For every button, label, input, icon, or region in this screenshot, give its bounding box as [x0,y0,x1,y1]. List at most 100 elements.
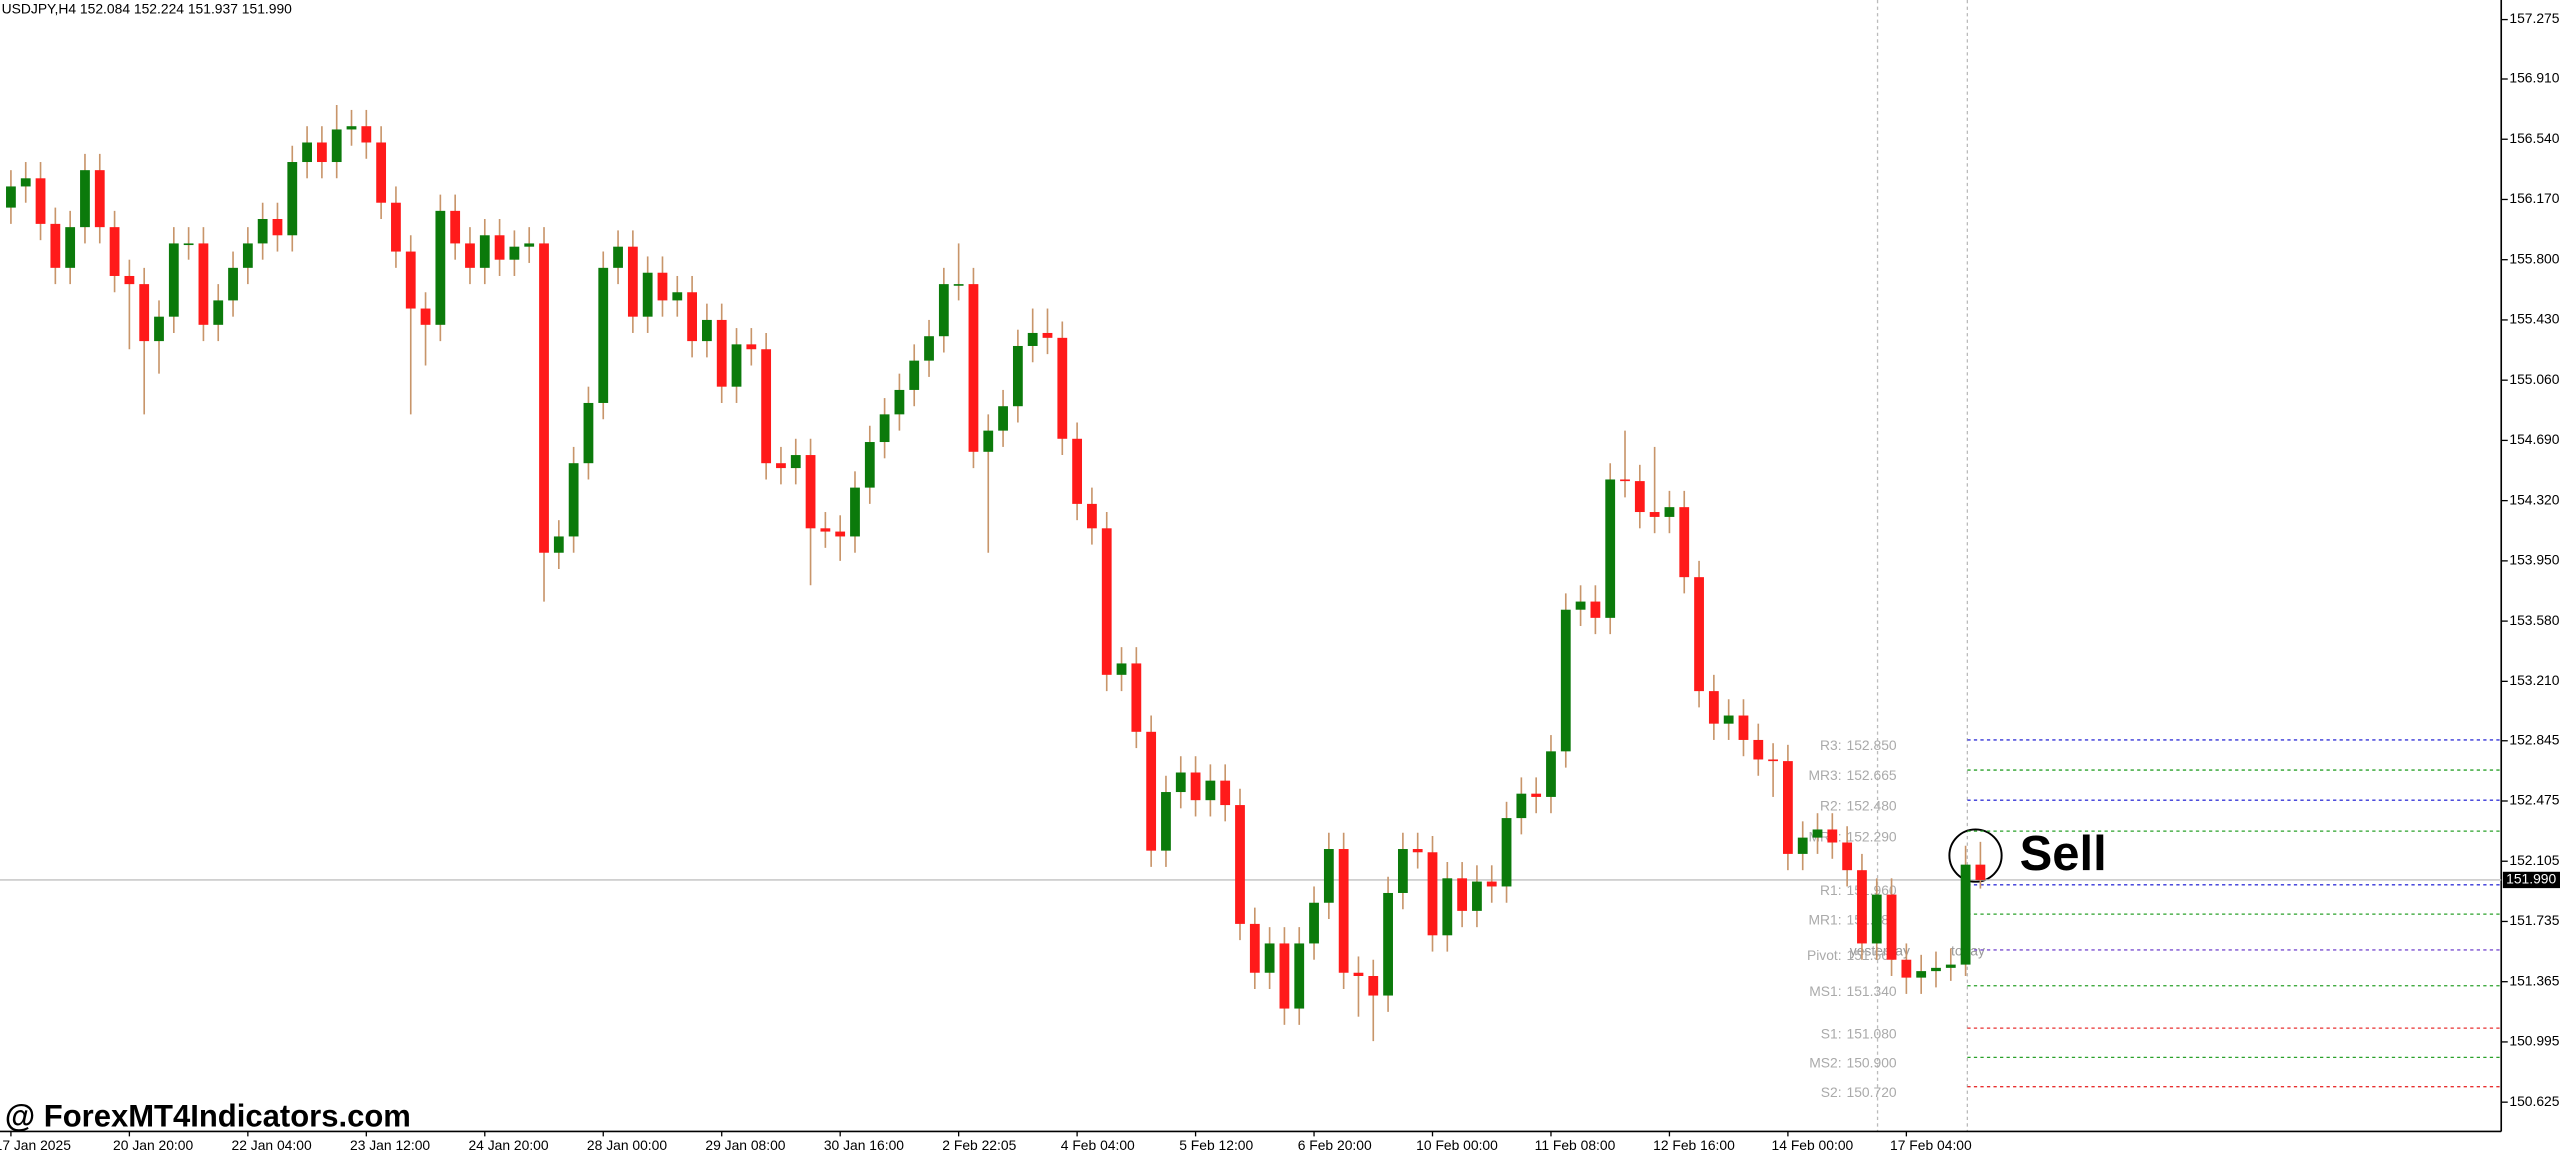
candle-body [346,126,357,130]
candle-body [139,284,150,342]
candle-body [316,142,327,163]
candle-body [1175,772,1186,793]
candle-body [213,300,224,325]
candle-body [983,430,994,452]
candle-body [1605,479,1616,618]
pivot-level-value: 152.850 [1847,737,1897,753]
candle-body [154,316,164,342]
y-tick-label: 155.060 [2509,371,2559,387]
candle-body [1309,902,1319,944]
candle-body [1546,751,1556,797]
candle-body [376,142,387,203]
y-tick-label: 155.430 [2509,311,2559,327]
y-tick-label: 156.910 [2509,70,2559,86]
candle-body [1886,894,1897,960]
candle-body [1131,663,1142,732]
pivot-level-value: 151.080 [1847,1025,1897,1041]
candle-body [1501,818,1512,887]
x-tick-label: 11 Feb 08:00 [1535,1137,1616,1153]
candle-body [1042,332,1053,338]
candle-body [1412,849,1423,853]
candle-body [1916,971,1927,978]
candle-body [879,414,890,443]
candle-body [435,210,446,325]
candle-body [583,402,594,464]
candle-body [1620,479,1630,482]
candle-body [450,210,461,244]
candle-body [1723,715,1734,724]
candle-body [302,142,312,163]
candle-body [1931,967,1941,972]
candle-body [1738,715,1749,740]
candle-body [894,389,905,415]
y-tick-label: 152.105 [2509,852,2559,868]
candle-body [938,284,949,337]
candle-body [998,406,1008,431]
annotation-circle [1948,828,2003,883]
pivot-level-name: Pivot: [1807,947,1842,963]
candle-body [687,292,697,342]
candle-body [524,243,535,247]
pivot-level-name: R3: [1820,737,1842,753]
candle-body [228,267,238,301]
x-tick-label: 14 Feb 00:00 [1772,1137,1854,1153]
candle-body [1694,577,1704,692]
x-tick-label: 6 Feb 20:00 [1298,1137,1372,1153]
candle-body [716,319,727,387]
x-tick-label: 28 Jan 00:00 [587,1137,667,1153]
x-tick-label: 12 Feb 16:00 [1653,1137,1735,1153]
candle-body [953,284,964,286]
pivot-level-value: 151.560 [1847,947,1897,963]
candle-body [1679,507,1690,578]
candle-body [1945,964,1956,968]
candle-body [1146,731,1157,851]
candle-body [1249,923,1260,973]
candle-body [761,349,772,464]
pivot-level-name: S2: [1821,1084,1842,1100]
pivot-level-name: R1: [1820,882,1842,898]
candle-body [331,129,342,163]
candle-body [627,246,638,317]
pivot-level-value: 150.720 [1847,1084,1897,1100]
candle-body [183,243,194,246]
candle-body [820,528,831,532]
candle-body [731,344,742,387]
candle-body [1768,759,1778,762]
candle-body [1057,337,1068,439]
candle-body [1353,972,1364,976]
candle-body [746,344,757,350]
candle-body [391,202,401,252]
candle-body [1457,878,1468,911]
candle-body [1531,793,1542,797]
candle-body [509,246,520,260]
candle-body [1857,870,1867,944]
x-tick-label: 17 Jan 2025 [0,1137,71,1153]
candle-body [1220,780,1231,806]
candle-body [1649,512,1660,517]
candle-body [361,126,372,143]
y-tick-label: 151.735 [2509,912,2559,928]
candle-body [1901,959,1912,978]
x-tick-label: 17 Feb 04:00 [1890,1137,1972,1153]
candle-body [1027,332,1038,346]
pivot-level-name: S1: [1821,1025,1842,1041]
candle-body [1235,805,1245,924]
candle-body [1427,852,1438,936]
candle-body [1323,849,1334,903]
candle-body [672,292,683,301]
pivot-level-name: MR3: [1809,767,1842,783]
candle-body [1101,528,1112,675]
candle-body [1161,792,1171,851]
candle-body [835,531,846,537]
x-tick-label: 29 Jan 08:00 [705,1137,785,1153]
y-tick-label: 155.800 [2509,250,2559,266]
y-tick-label: 156.540 [2509,130,2559,146]
candle-body [1087,503,1097,529]
candle-body [657,272,668,301]
pivot-level-name: MS2: [1809,1055,1841,1071]
pivot-level-name: MR1: [1809,911,1842,927]
candle-body [1827,829,1838,843]
x-tick-label: 5 Feb 12:00 [1179,1137,1253,1153]
candle-body [776,463,786,469]
candle-body [598,267,609,403]
